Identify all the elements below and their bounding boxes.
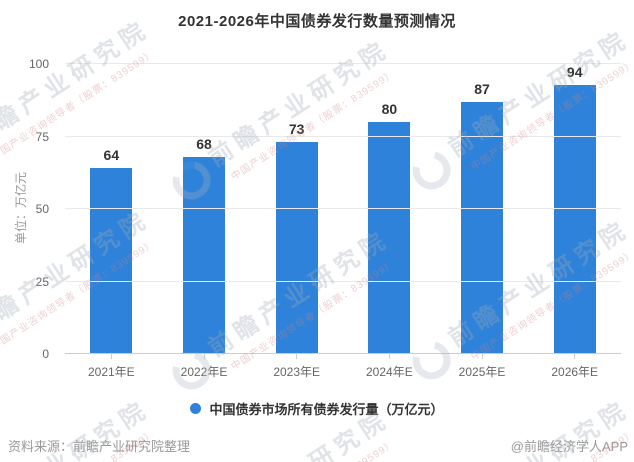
- x-axis-label: 2024年E: [366, 365, 413, 379]
- x-axis-label: 2026年E: [551, 365, 599, 379]
- y-axis-tick-label: 0: [42, 347, 49, 361]
- bar-group: 73: [250, 64, 343, 354]
- bar: [553, 85, 596, 354]
- bar-group: 80: [343, 64, 436, 354]
- plot-area: 64 68 73 80 87 94: [65, 63, 621, 359]
- legend-marker-icon: [190, 403, 202, 414]
- bar-value-label: 87: [474, 80, 490, 97]
- legend-item[interactable]: 中国债券市场所有债券发行量（万亿元）: [0, 399, 634, 418]
- x-axis-tick: [110, 354, 112, 359]
- x-axis-label: 2022年E: [180, 365, 228, 379]
- bar: [368, 122, 411, 354]
- bar: [461, 101, 504, 354]
- bar-value-label: 64: [103, 147, 120, 164]
- bar: [275, 142, 318, 354]
- gridline: [65, 280, 621, 282]
- x-axis-tick: [296, 354, 298, 359]
- x-axis-tick: [203, 354, 205, 359]
- bar-group: 94: [528, 64, 621, 354]
- y-axis-tick-label: 100: [28, 57, 49, 71]
- gridline: [65, 63, 621, 64]
- bar-group: 64: [65, 64, 158, 354]
- x-axis-tick: [481, 354, 483, 359]
- watermark-subtext: 中国产业咨询领导者（股票：839599）: [227, 435, 397, 462]
- bar-value-label: 80: [381, 101, 398, 117]
- legend-label: 中国债券市场所有债券发行量（万亿元）: [209, 402, 444, 417]
- y-axis-tick-label: 50: [35, 202, 49, 216]
- source-note: 资料来源：前瞻产业研究院整理: [8, 439, 191, 454]
- x-axis-label: 2023年E: [273, 365, 321, 379]
- y-axis-tick-label: 75: [35, 129, 49, 144]
- bar-group: 87: [436, 64, 529, 354]
- bar-group: 68: [158, 64, 251, 354]
- bar-value-label: 73: [288, 121, 305, 138]
- x-axis-line: [65, 353, 621, 354]
- x-axis: 2021年E 2022年E 2023年E 2024年E 2025年E 2026年E: [65, 363, 621, 380]
- gridline: [65, 135, 621, 137]
- bar-value-label: 94: [566, 64, 583, 80]
- bar: [90, 168, 133, 354]
- y-axis-tick-label: 25: [35, 274, 49, 289]
- x-axis-tick: [388, 354, 390, 359]
- bar-series: 64 68 73 80 87 94: [65, 64, 621, 354]
- chart-title: 2021-2026年中国债券发行数量预测情况: [178, 13, 456, 30]
- bar-value-label: 68: [196, 135, 212, 152]
- bar: [183, 156, 225, 354]
- credit-note: @前瞻经济学人APP: [510, 439, 628, 454]
- gridline: [65, 208, 621, 209]
- y-axis: 0 25 50 75 100: [0, 57, 57, 361]
- x-axis-tick: [574, 354, 576, 359]
- x-axis-label: 2021年E: [87, 365, 135, 379]
- x-axis-label: 2025年E: [458, 365, 506, 379]
